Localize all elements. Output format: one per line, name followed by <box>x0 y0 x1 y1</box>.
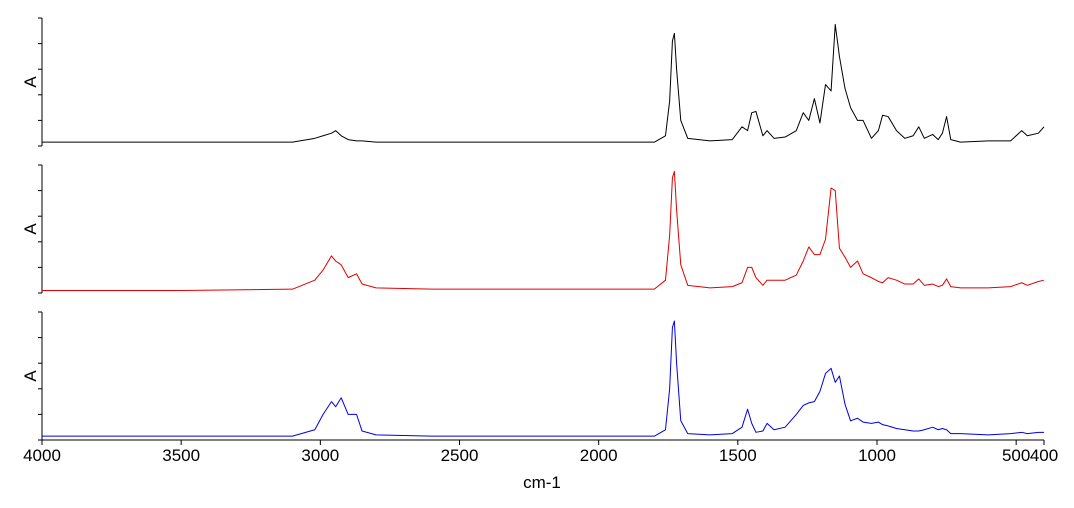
x-tick-label: 500 <box>1002 446 1030 465</box>
y-axis-label: A <box>21 370 40 382</box>
x-tick-label: 1000 <box>858 446 896 465</box>
x-tick-label: 3000 <box>301 446 339 465</box>
spectrum-line <box>42 23 1045 143</box>
y-axis-label: A <box>21 76 40 88</box>
x-tick-label: 400 <box>1030 446 1058 465</box>
x-tick-label: 1500 <box>719 446 757 465</box>
x-tick-label: 4000 <box>23 446 61 465</box>
y-axis-label: A <box>21 223 40 235</box>
x-tick-label: 2500 <box>441 446 479 465</box>
x-tick-label: 2000 <box>580 446 618 465</box>
spectrum-line <box>42 320 1044 437</box>
spectrum-line <box>42 170 1045 291</box>
x-axis-label: cm-1 <box>523 473 561 492</box>
x-tick-label: 3500 <box>162 446 200 465</box>
